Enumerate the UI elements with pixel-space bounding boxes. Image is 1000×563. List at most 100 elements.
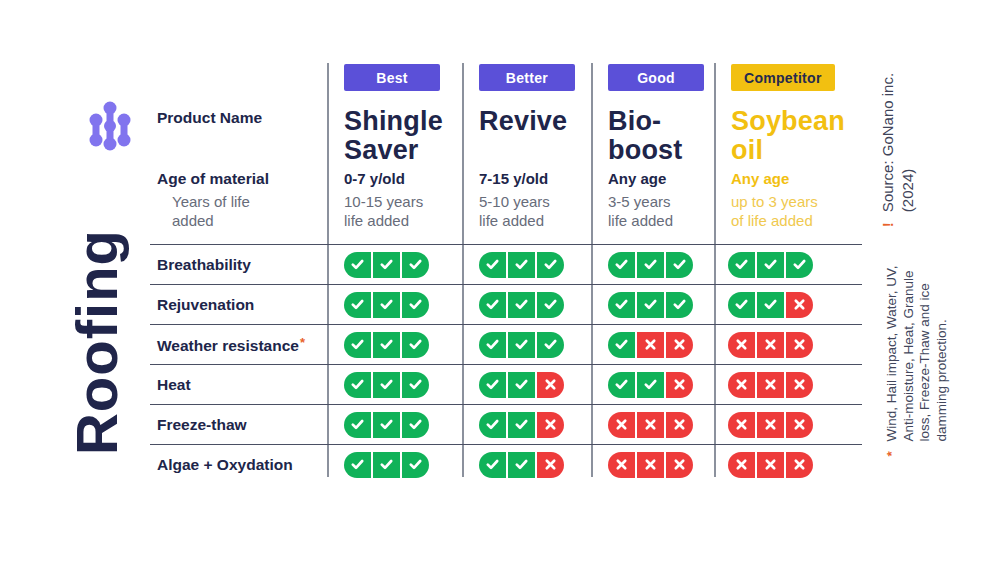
cross-icon — [786, 332, 813, 358]
cross-icon — [666, 452, 693, 478]
age-of-material-shingle-saver: 0-7 y/old — [344, 170, 405, 187]
rating-pill-shingle-saver — [344, 372, 429, 398]
row-label-text: Freeze-thaw — [157, 416, 247, 433]
source-note-lines-line: Source: GoNano inc. — [878, 73, 898, 227]
footnote-asterisk-mark: * — [884, 451, 901, 456]
check-icon — [608, 292, 635, 318]
header-label-column: Product Name Age of material Years of li… — [150, 60, 327, 244]
rating-pill-revive — [479, 332, 564, 358]
check-icon — [402, 412, 429, 438]
check-icon — [373, 332, 400, 358]
check-icon — [637, 292, 664, 318]
row-label: Algae + Oxydation — [157, 456, 293, 474]
tier-badge-soybean-oil: Competitor — [731, 64, 835, 91]
rating-pill-shingle-saver — [344, 412, 429, 438]
check-icon — [344, 372, 371, 398]
product-column-bio-boost: GoodBio-boostAny age3-5 yearslife added — [591, 60, 714, 244]
check-icon — [537, 332, 564, 358]
product-name-revive: Revive — [479, 107, 567, 136]
check-icon — [537, 252, 564, 278]
check-icon — [479, 452, 506, 478]
check-icon — [479, 372, 506, 398]
rating-pill-bio-boost — [608, 252, 693, 278]
product-name-line: oil — [731, 136, 845, 165]
table-header: Product Name Age of material Years of li… — [150, 60, 862, 244]
rating-pill-soybean-oil — [728, 252, 813, 278]
tier-badge-revive: Better — [479, 64, 575, 91]
cross-icon — [608, 412, 635, 438]
life-added-line: life added — [608, 211, 673, 230]
cross-icon — [537, 372, 564, 398]
check-icon — [344, 292, 371, 318]
row-label-text: Rejuvenation — [157, 296, 254, 313]
check-icon — [373, 292, 400, 318]
cross-icon — [786, 292, 813, 318]
table-row-rejuvenation: Rejuvenation — [150, 284, 862, 324]
check-icon — [373, 412, 400, 438]
tier-badge-shingle-saver: Best — [344, 64, 440, 91]
age-of-material-soybean-oil: Any age — [731, 170, 789, 187]
row-label: Breathability — [157, 256, 251, 274]
product-name-line: Soybean — [731, 107, 845, 136]
product-column-soybean-oil: CompetitorSoybeanoilAny ageup to 3 years… — [714, 60, 862, 244]
check-icon — [637, 252, 664, 278]
years-of-life-label: Years of lifeadded — [157, 192, 250, 230]
rating-pill-soybean-oil — [728, 292, 813, 318]
life-added-line: 3-5 years — [608, 192, 673, 211]
rating-pill-revive — [479, 372, 564, 398]
cross-icon — [786, 452, 813, 478]
footnote-asterisk: * — [300, 335, 305, 350]
check-icon — [344, 412, 371, 438]
check-icon — [508, 372, 535, 398]
footnote-lines-line: Anti-moisture, Heat, Granule — [901, 265, 918, 456]
product-column-revive: BetterRevive7-15 y/old5-10 yearslife add… — [462, 60, 591, 244]
brand-logo — [83, 94, 137, 158]
roofing-comparison-slide: Roofing Product Name Age of material Yea… — [0, 0, 1000, 563]
footnote-lines-line: loss, Freeze-Thaw and ice — [917, 265, 934, 456]
check-icon — [608, 332, 635, 358]
rating-pill-shingle-saver — [344, 252, 429, 278]
table-row-freeze-thaw: Freeze-thaw — [150, 404, 862, 444]
product-name-shingle-saver: ShingleSaver — [344, 107, 443, 165]
product-name-label: Product Name — [157, 109, 262, 127]
footnote: * Wind, Hail impact, Water, UV,Anti-mois… — [884, 265, 950, 456]
rating-pill-revive — [479, 252, 564, 278]
row-label-text: Breathability — [157, 256, 251, 273]
rating-pill-soybean-oil — [728, 332, 813, 358]
table-row-heat: Heat — [150, 364, 862, 404]
check-icon — [344, 452, 371, 478]
page-title: Roofing — [63, 229, 130, 455]
row-label: Rejuvenation — [157, 296, 254, 314]
cross-icon — [637, 412, 664, 438]
check-icon — [508, 292, 535, 318]
rating-pill-revive — [479, 412, 564, 438]
product-column-shingle-saver: BestShingleSaver0-7 y/old10-15 yearslife… — [327, 60, 462, 244]
check-icon — [373, 252, 400, 278]
product-name-line: Revive — [479, 107, 567, 136]
rating-pill-bio-boost — [608, 332, 693, 358]
check-icon — [508, 452, 535, 478]
row-label: Freeze-thaw — [157, 416, 247, 434]
check-icon — [757, 292, 784, 318]
cross-icon — [757, 372, 784, 398]
life-added-bio-boost: 3-5 yearslife added — [608, 192, 673, 230]
check-icon — [508, 412, 535, 438]
cross-icon — [728, 332, 755, 358]
check-icon — [402, 292, 429, 318]
cross-icon — [757, 452, 784, 478]
check-icon — [637, 372, 664, 398]
check-icon — [479, 412, 506, 438]
check-icon — [537, 292, 564, 318]
row-label-text: Algae + Oxydation — [157, 456, 293, 473]
footnote-lines-line: damming protection. — [934, 265, 951, 456]
cross-icon — [728, 372, 755, 398]
check-icon — [728, 292, 755, 318]
table-row-weather-resistance: Weather resistance* — [150, 324, 862, 364]
check-icon — [508, 252, 535, 278]
cross-icon — [728, 412, 755, 438]
row-label: Weather resistance* — [157, 335, 305, 355]
cross-icon — [666, 372, 693, 398]
cross-icon — [786, 412, 813, 438]
life-added-line: life added — [479, 211, 550, 230]
tier-badge-bio-boost: Good — [608, 64, 704, 91]
